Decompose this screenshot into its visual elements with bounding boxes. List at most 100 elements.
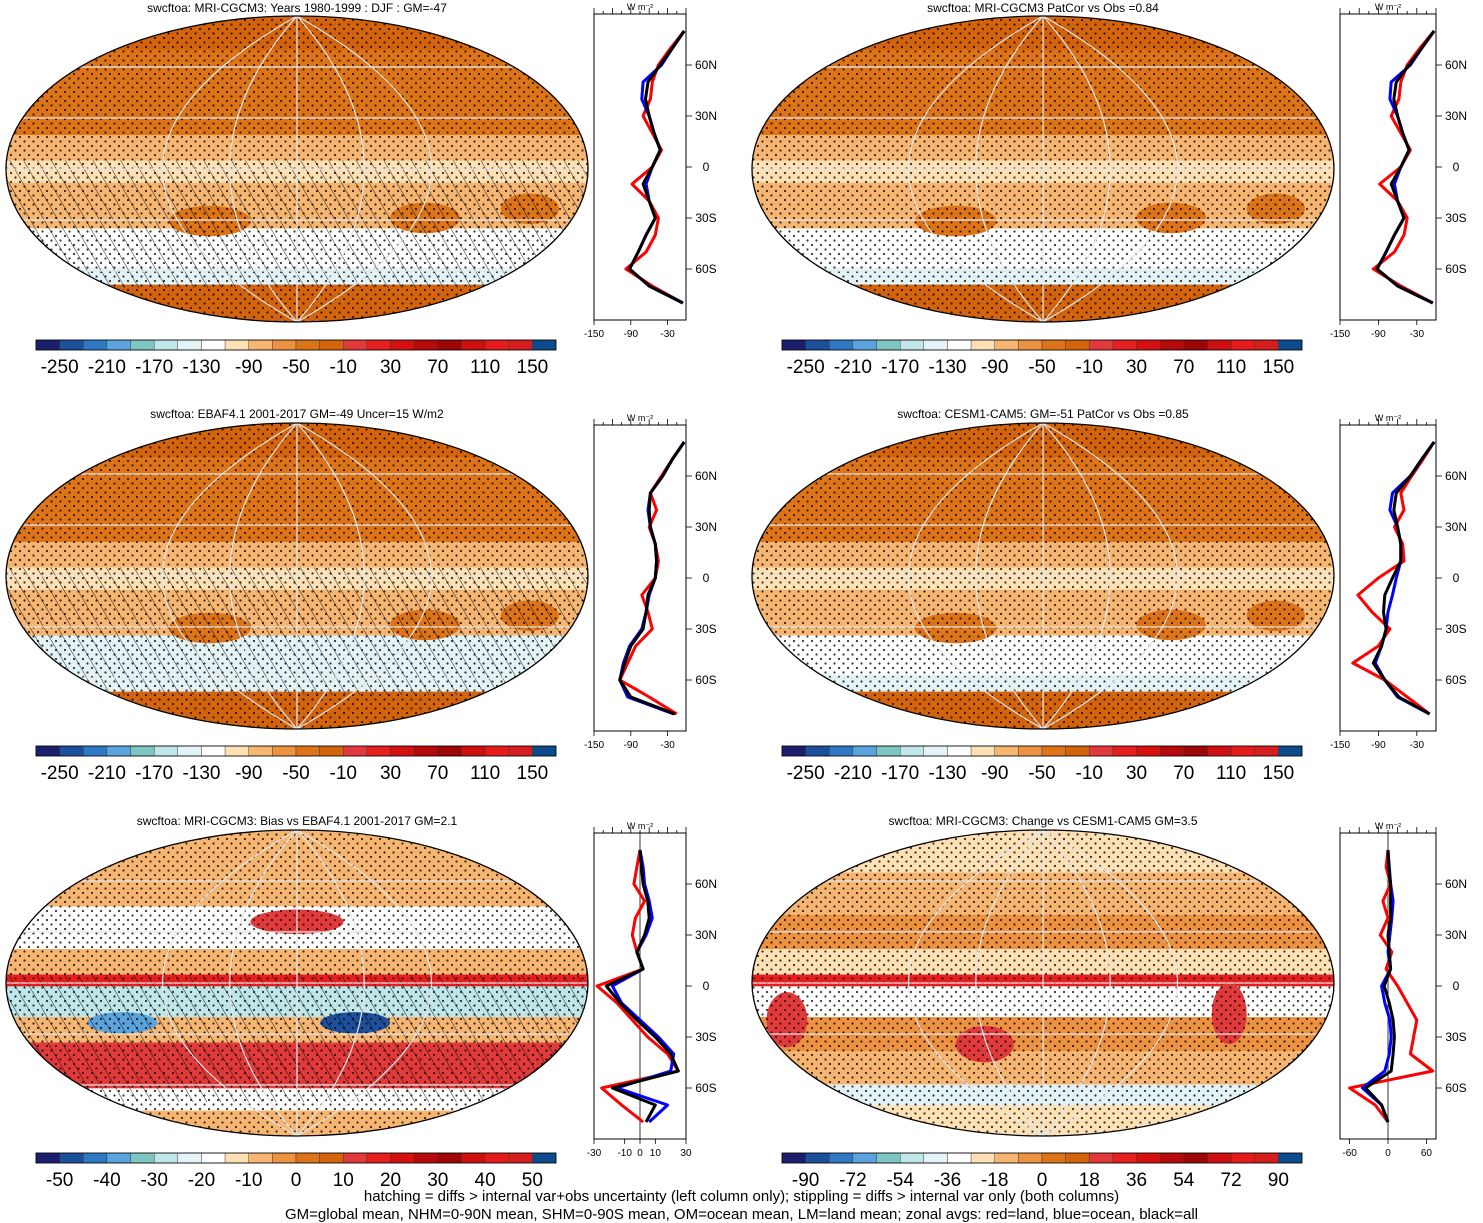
- profile-line-all: [1371, 441, 1436, 716]
- panel-3: swcftoa: EBAF4.1 2001-2017 GM=-49 Uncer=…: [5, 407, 717, 784]
- colorbar-swatch: [319, 1152, 344, 1164]
- panel-5: swcftoa: MRI-CGCM3: Bias vs EBAF4.1 2001…: [5, 814, 717, 1191]
- colorbar-swatch: [461, 339, 486, 351]
- colorbar-label: -130: [928, 763, 966, 784]
- profile-x-tick-label: -30: [1410, 329, 1425, 340]
- colorbar-label: 30: [1126, 763, 1147, 784]
- colorbar-swatch: [437, 1152, 462, 1164]
- colorbar-label: -170: [135, 763, 173, 784]
- map-meridian: [296, 423, 365, 729]
- colorbar-label: -54: [886, 1170, 914, 1191]
- profile-line-all: [1375, 30, 1436, 305]
- colorbar-swatch: [1254, 745, 1279, 757]
- colorbar-swatch: [484, 339, 509, 351]
- colorbar-swatch: [83, 1152, 108, 1164]
- colorbar-label: 10: [333, 1170, 354, 1191]
- profile-line-land: [618, 441, 686, 716]
- colorbar-swatch: [1207, 1152, 1232, 1164]
- colorbar-swatch: [876, 339, 901, 351]
- map-meridian: [975, 16, 1044, 322]
- colorbar-swatch: [413, 1152, 439, 1164]
- colorbar-swatch: [153, 339, 179, 351]
- footnote-hatching: hatching = diffs > internal var+obs unce…: [363, 1188, 1120, 1205]
- panel-title: swcftoa: CESM1-CAM5: GM=-51 PatCor vs Ob…: [897, 407, 1189, 421]
- profile-unit-label: W m⁻²: [627, 2, 653, 12]
- profile-lat-label: 30N: [695, 520, 717, 534]
- colorbar-label: 0: [291, 1170, 302, 1191]
- profile-x-tick-label: -90: [1371, 740, 1386, 751]
- profile-frame: [593, 13, 687, 321]
- colorbar-label: -50: [282, 357, 309, 378]
- profile-x-tick-label: -90: [624, 740, 639, 751]
- profile-unit-label: W m⁻²: [1375, 821, 1401, 831]
- profile-line-all: [604, 849, 680, 1123]
- panel-2: swcftoa: MRI-CGCM3 PatCor vs Obs =0.84 -2…: [751, 1, 1467, 378]
- profile-lat-label: 60N: [1445, 877, 1467, 891]
- colorbar-swatch: [532, 339, 557, 351]
- profile-lat-label: 30N: [1445, 928, 1467, 942]
- colorbar-swatch: [1207, 339, 1232, 351]
- colorbar-swatch: [899, 1152, 925, 1164]
- panel-1: swcftoa: MRI-CGCM3: Years 1980-1999 : DJ…: [5, 1, 717, 378]
- colorbar-swatch: [1278, 339, 1303, 351]
- map-meridian: [229, 423, 298, 729]
- colorbar-swatch: [532, 1152, 557, 1164]
- colorbar-swatch: [106, 745, 131, 757]
- colorbar-label: -170: [881, 763, 919, 784]
- colorbar-swatch: [805, 745, 830, 757]
- map-meridian: [1042, 830, 1178, 1136]
- colorbar-swatch: [413, 745, 439, 757]
- colorbar-swatch: [272, 745, 297, 757]
- colorbar-swatch: [994, 1152, 1019, 1164]
- profile-lat-label: 0: [703, 160, 710, 174]
- profile-x-tick-label: -150: [584, 329, 604, 340]
- map-field: [752, 16, 1334, 322]
- colorbar-label: 90: [1268, 1170, 1289, 1191]
- colorbar-swatch: [829, 1152, 854, 1164]
- colorbar-swatch: [1112, 745, 1137, 757]
- profile-line-all: [628, 30, 686, 305]
- map-meridian: [1042, 423, 1178, 729]
- colorbar-label: 20: [380, 1170, 401, 1191]
- colorbar-label: -130: [182, 357, 220, 378]
- colorbar-swatch: [484, 1152, 509, 1164]
- colorbar-label: -10: [1076, 763, 1103, 784]
- colorbar-swatch: [1230, 745, 1255, 757]
- colorbar-swatch: [390, 339, 415, 351]
- colorbar-label: 70: [427, 357, 448, 378]
- colorbar-label: 110: [470, 357, 500, 378]
- map-meridian: [908, 16, 1044, 322]
- colorbar-swatch: [366, 745, 391, 757]
- colorbar-label: -50: [282, 763, 309, 784]
- profile-x-tick-label: 30: [680, 1148, 692, 1159]
- colorbar-label: 36: [1126, 1170, 1147, 1191]
- colorbar-swatch: [390, 745, 415, 757]
- colorbar-swatch: [437, 745, 462, 757]
- profile-x-tick-label: -30: [587, 1148, 602, 1159]
- profile-line-ocean: [1360, 849, 1395, 1123]
- colorbar-label: -210: [834, 763, 872, 784]
- profile-lat-label: 0: [1453, 571, 1460, 585]
- colorbar-swatch: [248, 339, 273, 351]
- panel-title: swcftoa: MRI-CGCM3 PatCor vs Obs =0.84: [927, 1, 1159, 15]
- colorbar-swatch: [153, 1152, 179, 1164]
- colorbar-swatch: [1183, 339, 1208, 351]
- colorbar-swatch: [248, 745, 273, 757]
- colorbar-label: -90: [235, 763, 262, 784]
- profile-x-tick-label: 0: [637, 1148, 643, 1159]
- map-meridian: [975, 830, 1044, 1136]
- map-outline: [751, 829, 1335, 1137]
- colorbar-swatch: [947, 1152, 972, 1164]
- map-field: [6, 423, 588, 729]
- colorbar-swatch: [781, 1152, 806, 1164]
- colorbar-swatch: [970, 1152, 995, 1164]
- colorbar-swatch: [1136, 745, 1161, 757]
- colorbar-label: 54: [1173, 1170, 1195, 1191]
- panel-title: swcftoa: MRI-CGCM3: Years 1980-1999 : DJ…: [147, 1, 447, 15]
- profile-lat-label: 60N: [1445, 58, 1467, 72]
- profile-x-tick-label: -150: [1330, 740, 1350, 751]
- colorbar-frame: [35, 745, 557, 757]
- colorbar-swatch: [1018, 745, 1043, 757]
- colorbar-swatch: [224, 339, 249, 351]
